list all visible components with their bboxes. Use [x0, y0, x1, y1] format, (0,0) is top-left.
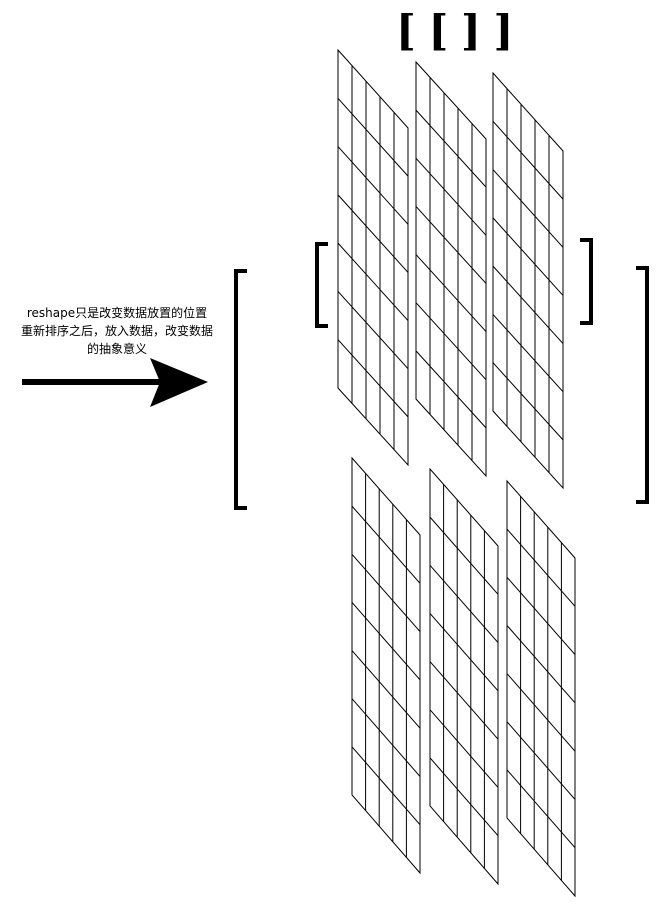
- grid-plane-outline: [337, 48, 409, 467]
- grid-plane-5: [429, 467, 499, 886]
- grid-row-line: [429, 661, 499, 740]
- grid-row-line: [492, 120, 564, 200]
- grid-row-line: [337, 339, 409, 418]
- grid-row-line: [415, 157, 487, 236]
- grid-row-line: [506, 528, 576, 607]
- top-bracket-label: [ [ ] ]: [396, 6, 513, 55]
- grid-row-line: [351, 505, 421, 584]
- grid-row-line: [429, 516, 499, 595]
- caption-line-3: 的抽象意义: [86, 342, 147, 356]
- grid-row-line: [337, 97, 409, 177]
- grid-row-line: [429, 757, 499, 837]
- grid-plane-outline: [492, 71, 564, 490]
- grid-row-line: [415, 206, 487, 284]
- grid-row-line: [492, 314, 564, 393]
- caption-line-2: 重新排序之后，放入数据，改变数据: [20, 324, 213, 338]
- outer-right-bracket: [636, 266, 649, 504]
- outer-left-bracket: [234, 269, 247, 510]
- grid-row-line: [492, 217, 564, 296]
- grid-row-line: [415, 254, 487, 332]
- grid-row-line: [506, 625, 576, 704]
- arrow-head: [150, 358, 208, 407]
- grid-row-line: [415, 350, 487, 429]
- grid-row-line: [492, 169, 564, 248]
- grid-plane-6: [506, 479, 576, 898]
- grid-row-line: [492, 265, 564, 344]
- grid-row-line: [429, 564, 499, 643]
- grid-planes: [337, 48, 576, 898]
- grid-row-line: [492, 362, 564, 441]
- grid-row-line: [351, 602, 421, 681]
- grid-plane-outline: [429, 467, 499, 886]
- grid-row-line: [415, 302, 487, 381]
- grid-row-line: [351, 553, 421, 632]
- grid-row-line: [415, 109, 487, 188]
- grid-row-line: [506, 576, 576, 655]
- grid-row-line: [429, 613, 499, 692]
- grid-row-line: [337, 194, 409, 273]
- grid-plane-outline: [506, 479, 576, 898]
- grid-row-line: [351, 746, 421, 826]
- arrow: [22, 358, 208, 407]
- grid-row-line: [506, 721, 576, 800]
- grid-plane-2: [415, 60, 487, 478]
- grid-row-line: [351, 698, 421, 777]
- grid-row-line: [337, 291, 409, 370]
- inner-right-bracket: [580, 238, 593, 325]
- inner-left-bracket: [315, 242, 328, 328]
- grid-plane-4: [351, 456, 421, 875]
- grid-plane-1: [337, 48, 409, 467]
- grid-plane-3: [492, 71, 564, 490]
- grid-row-line: [506, 673, 576, 752]
- grid-row-line: [337, 242, 409, 321]
- grid-plane-outline: [415, 60, 487, 478]
- grid-row-line: [429, 709, 499, 788]
- caption: reshape只是改变数据放置的位置 重新排序之后，放入数据，改变数据 的抽象意…: [2, 304, 232, 358]
- grid-row-line: [351, 650, 421, 729]
- grid-row-line: [337, 146, 409, 225]
- grid-plane-outline: [351, 456, 421, 875]
- caption-line-1: reshape只是改变数据放置的位置: [26, 306, 208, 320]
- grid-row-line: [506, 769, 576, 849]
